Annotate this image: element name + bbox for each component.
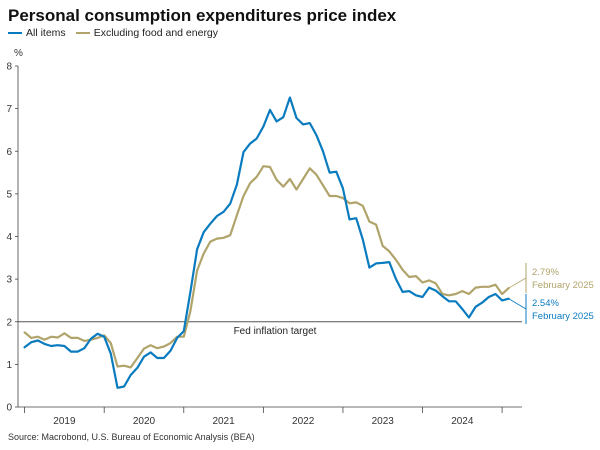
y-tick-label: 6 — [6, 147, 12, 158]
fed-target-label: Fed inflation target — [234, 326, 317, 337]
legend-item-core: Excluding food and energy — [75, 27, 219, 39]
y-tick-label: 0 — [6, 403, 12, 414]
legend-label-all-items: All items — [26, 27, 66, 39]
annotation-core-date: February 2025 — [532, 280, 594, 291]
x-tick-label: 2021 — [212, 416, 235, 427]
series-line-core — [23, 165, 510, 369]
y-tick-label: 7 — [6, 104, 12, 115]
annotation-all-items-leader — [508, 298, 527, 310]
legend-swatch-all-items — [8, 31, 22, 35]
chart-title: Personal consumption expenditures price … — [8, 6, 397, 25]
legend-item-all-items: All items — [8, 27, 66, 39]
legend: All items Excluding food and energy — [8, 27, 218, 39]
y-tick-label: 5 — [6, 189, 12, 200]
y-tick-label: 3 — [6, 275, 12, 286]
legend-swatch-core — [75, 31, 90, 35]
annotation-all-items-date: February 2025 — [532, 311, 594, 322]
x-tick-label: 2020 — [133, 416, 156, 427]
x-tick-label: 2019 — [53, 416, 76, 427]
series-line-all-items — [23, 96, 510, 389]
x-tick-label: 2023 — [372, 416, 395, 427]
source-note: Source: Macrobond, U.S. Bureau of Econom… — [8, 432, 255, 442]
annotation-core-value: 2.79% — [532, 267, 559, 278]
y-tick-label: 2 — [6, 317, 12, 328]
x-tick-label: 2022 — [292, 416, 315, 427]
annotation-all-items-value: 2.54% — [532, 298, 559, 309]
y-tick-label: 1 — [6, 360, 12, 371]
annotation-core-leader — [508, 277, 527, 289]
y-axis-unit-label: % — [14, 48, 23, 59]
x-tick-label: 2024 — [451, 416, 474, 427]
y-tick-label: 8 — [6, 62, 12, 73]
legend-label-core: Excluding food and energy — [93, 27, 219, 39]
y-tick-label: 4 — [6, 232, 12, 243]
